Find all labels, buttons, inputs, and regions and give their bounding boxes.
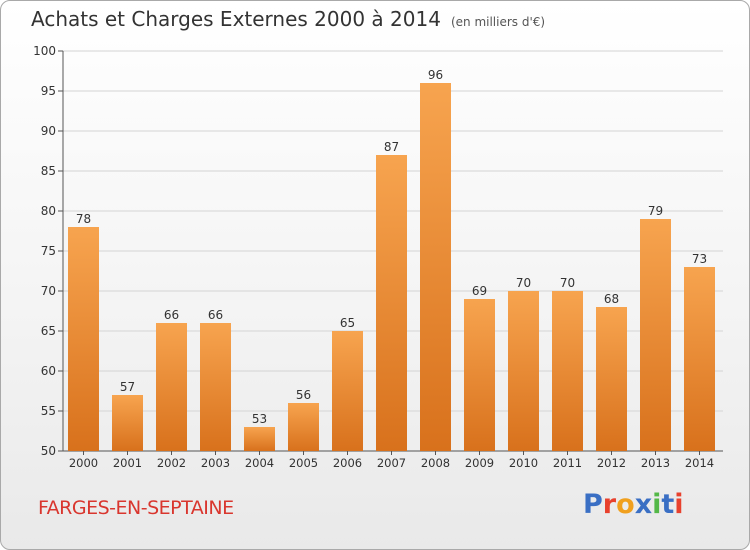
logo-letter: i xyxy=(674,489,684,520)
data-label: 87 xyxy=(384,140,399,154)
x-tick-label: 2010 xyxy=(509,456,538,470)
chart-title-text: Achats et Charges Externes 2000 à 2014 xyxy=(31,7,441,31)
x-tick-label: 2006 xyxy=(333,456,362,470)
chart-subtitle: (en milliers d'€) xyxy=(450,15,546,29)
y-tick-label: 60 xyxy=(41,364,56,378)
x-tick-label: 2008 xyxy=(421,456,450,470)
bar xyxy=(508,291,539,451)
data-label: 70 xyxy=(516,276,531,290)
bar xyxy=(288,403,319,451)
data-label: 57 xyxy=(120,380,135,394)
y-tick-label: 80 xyxy=(41,204,56,218)
data-label: 68 xyxy=(604,292,619,306)
logo-letter: i xyxy=(652,489,662,520)
data-label: 69 xyxy=(472,284,487,298)
x-tick-label: 2003 xyxy=(201,456,230,470)
commune-name: FARGES-EN-SEPTAINE xyxy=(38,497,234,519)
x-tick-label: 2001 xyxy=(113,456,142,470)
x-tick-label: 2013 xyxy=(641,456,670,470)
data-label: 66 xyxy=(208,308,223,322)
bar xyxy=(376,155,407,451)
y-tick-label: 70 xyxy=(41,284,56,298)
bar xyxy=(244,427,275,451)
bar xyxy=(464,299,495,451)
y-tick-label: 100 xyxy=(33,44,56,58)
y-tick-label: 55 xyxy=(41,404,56,418)
x-tick-label: 2011 xyxy=(553,456,582,470)
data-label: 96 xyxy=(428,68,443,82)
data-label: 78 xyxy=(76,212,91,226)
logo-letter: o xyxy=(616,489,635,520)
data-label: 53 xyxy=(252,412,267,426)
data-label: 56 xyxy=(296,388,311,402)
y-tick-label: 85 xyxy=(41,164,56,178)
bar xyxy=(640,219,671,451)
y-tick-label: 95 xyxy=(41,84,56,98)
proxiti-logo: Proxiti xyxy=(583,489,684,520)
bar xyxy=(68,227,99,451)
x-tick-label: 2000 xyxy=(69,456,98,470)
x-tick-label: 2012 xyxy=(597,456,626,470)
data-label: 65 xyxy=(340,316,355,330)
logo-letter: x xyxy=(634,489,653,520)
x-tick-label: 2002 xyxy=(157,456,186,470)
bar xyxy=(596,307,627,451)
bar xyxy=(684,267,715,451)
chart-title: Achats et Charges Externes 2000 à 2014 (e… xyxy=(31,7,545,31)
x-tick-label: 2009 xyxy=(465,456,494,470)
y-tick-label: 90 xyxy=(41,124,56,138)
y-tick-label: 75 xyxy=(41,244,56,258)
data-label: 79 xyxy=(648,204,663,218)
data-label: 66 xyxy=(164,308,179,322)
bar xyxy=(156,323,187,451)
bar xyxy=(200,323,231,451)
bar xyxy=(332,331,363,451)
y-tick-label: 50 xyxy=(41,444,56,458)
x-tick-label: 2005 xyxy=(289,456,318,470)
bar xyxy=(552,291,583,451)
bar xyxy=(420,83,451,451)
logo-letter: t xyxy=(661,489,675,520)
bar xyxy=(112,395,143,451)
logo-letter: r xyxy=(602,489,617,520)
x-tick-label: 2004 xyxy=(245,456,274,470)
logo-letter: P xyxy=(583,489,603,520)
x-tick-label: 2007 xyxy=(377,456,406,470)
data-label: 70 xyxy=(560,276,575,290)
x-tick-label: 2014 xyxy=(685,456,714,470)
data-label: 73 xyxy=(692,252,707,266)
y-tick-label: 65 xyxy=(41,324,56,338)
